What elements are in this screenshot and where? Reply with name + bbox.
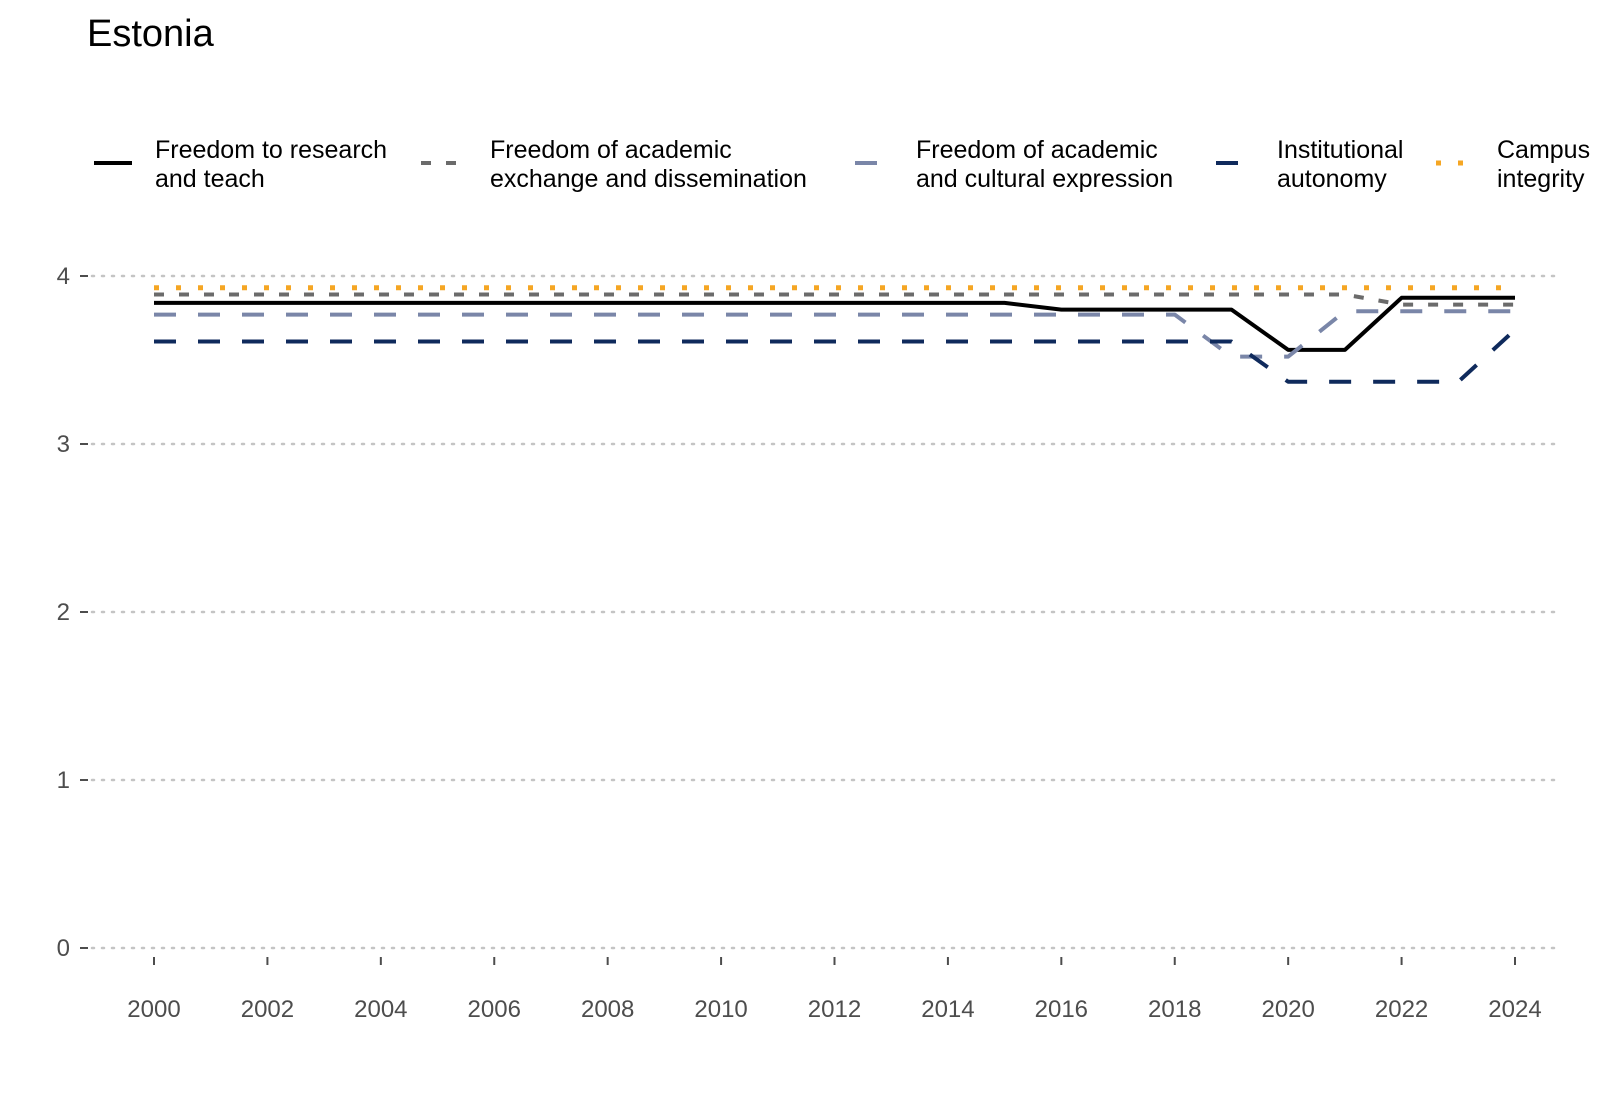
legend-label: Institutional autonomy xyxy=(1277,136,1403,193)
legend-item: Freedom to research and teach xyxy=(94,136,387,193)
legend-item: Freedom of academic exchange and dissemin… xyxy=(421,136,807,193)
x-tick-label: 2008 xyxy=(581,996,634,1023)
x-tick-label: 2024 xyxy=(1488,996,1541,1023)
y-tick-label: 2 xyxy=(57,599,70,626)
y-tick-label: 3 xyxy=(57,431,70,458)
gridlines xyxy=(90,274,1562,950)
legend-item: Freedom of academic and cultural expressi… xyxy=(855,136,1173,193)
legend-label-line: Freedom to research xyxy=(155,136,387,164)
series-line-2 xyxy=(154,292,1515,307)
legend-label: Campus integrity xyxy=(1497,136,1590,193)
legend: Freedom to research and teach Freedom of a… xyxy=(94,136,1590,193)
series-line-4 xyxy=(154,328,1517,384)
x-axis: 2000 2002 2004 2006 2008 2010 2012 2014 2016 2018… xyxy=(127,957,1542,1023)
y-tick-label: 1 xyxy=(57,767,70,794)
legend-label-line: exchange and dissemination xyxy=(490,165,807,193)
legend-item: Institutional autonomy xyxy=(1216,136,1403,193)
y-axis: 0 1 2 3 4 xyxy=(57,263,88,962)
series-line-1 xyxy=(154,295,1515,352)
x-tick-label: 2004 xyxy=(354,996,407,1023)
series-line-3 xyxy=(154,309,1515,359)
legend-label: Freedom to research and teach xyxy=(155,136,387,193)
x-tick-label: 2006 xyxy=(468,996,521,1023)
legend-label-line: Freedom of academic xyxy=(490,136,732,164)
x-tick-label: 2010 xyxy=(694,996,747,1023)
x-tick-label: 2018 xyxy=(1148,996,1201,1023)
y-tick-label: 4 xyxy=(57,263,70,290)
legend-label-line: and teach xyxy=(155,165,265,193)
legend-label-line: and cultural expression xyxy=(916,165,1173,193)
legend-label-line: Freedom of academic xyxy=(916,136,1158,164)
legend-label: Freedom of academic exchange and dissemin… xyxy=(490,136,807,193)
x-tick-label: 2002 xyxy=(241,996,294,1023)
legend-label-line: Institutional xyxy=(1277,136,1403,164)
legend-label-line: autonomy xyxy=(1277,165,1387,193)
chart-title: Estonia xyxy=(87,13,215,55)
series-lines xyxy=(154,285,1517,384)
legend-label-line: integrity xyxy=(1497,165,1585,193)
x-tick-label: 2012 xyxy=(808,996,861,1023)
legend-label: Freedom of academic and cultural expressi… xyxy=(916,136,1173,193)
x-tick-label: 2020 xyxy=(1261,996,1314,1023)
legend-label-line: Campus xyxy=(1497,136,1590,164)
legend-item: Campus integrity xyxy=(1436,136,1590,193)
x-tick-label: 2000 xyxy=(127,996,180,1023)
x-tick-label: 2022 xyxy=(1375,996,1428,1023)
y-tick-label: 0 xyxy=(57,935,70,962)
x-tick-label: 2014 xyxy=(921,996,974,1023)
x-tick-label: 2016 xyxy=(1035,996,1088,1023)
